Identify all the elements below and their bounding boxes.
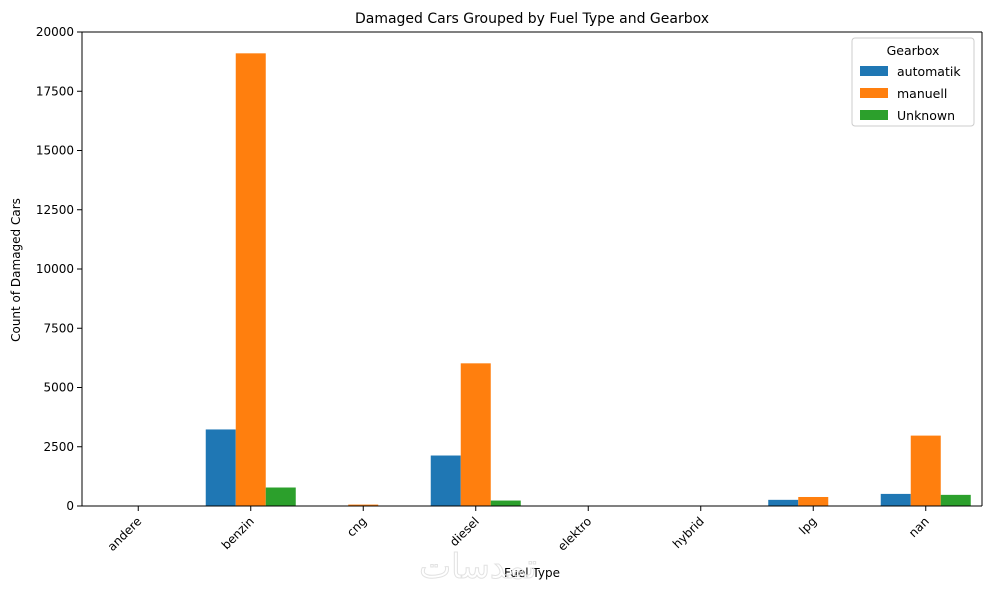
x-tick-label-benzin: benzin <box>219 514 257 552</box>
y-tick-label: 12500 <box>36 203 74 217</box>
y-tick-label: 2500 <box>43 440 74 454</box>
bar-automatik-nan <box>880 493 911 506</box>
legend-swatch-unknown <box>860 110 888 120</box>
y-tick-label: 10000 <box>36 262 74 276</box>
bar-manuell-benzin <box>235 53 266 506</box>
bar-manuell-lpg <box>798 496 829 506</box>
x-axis-label: Fuel Type <box>504 566 560 580</box>
legend-label-manuell: manuell <box>897 86 947 101</box>
bar-manuell-cng <box>348 504 379 506</box>
y-tick-label: 0 <box>66 499 74 513</box>
y-tick-label: 15000 <box>36 144 74 158</box>
bar-automatik-benzin <box>205 429 236 506</box>
legend-label-unknown: Unknown <box>897 108 955 123</box>
bar-unknown-diesel <box>490 500 521 506</box>
chart-title: Damaged Cars Grouped by Fuel Type and Ge… <box>355 11 709 27</box>
y-tick-label: 17500 <box>36 84 74 98</box>
x-tick-label-andere: andere <box>105 514 145 554</box>
bar-automatik-lpg <box>768 499 799 506</box>
bar-manuell-diesel <box>460 363 491 506</box>
y-tick-label: 5000 <box>43 381 74 395</box>
y-tick-label: 7500 <box>43 321 74 335</box>
legend-label-automatik: automatik <box>897 64 961 79</box>
y-tick-label: 20000 <box>36 25 74 39</box>
legend-swatch-manuell <box>860 88 888 98</box>
x-tick-label-diesel: diesel <box>447 514 482 549</box>
x-tick-label-nan: nan <box>906 514 932 540</box>
plot-area: 0 2500 5000 7500 10000 12500 15000 17500 20000 an… <box>36 25 983 554</box>
bar-unknown-nan <box>940 494 971 506</box>
bar-manuell-nan <box>910 435 941 506</box>
x-tick-label-hybrid: hybrid <box>670 514 707 551</box>
watermark: تمدسات <box>419 547 537 587</box>
y-axis-label: Count of Damaged Cars <box>9 198 23 342</box>
legend-title: Gearbox <box>887 43 940 58</box>
legend-box <box>851 37 975 127</box>
x-tick-label-cng: cng <box>344 514 369 539</box>
x-tick-label-elektro: elektro <box>555 514 594 553</box>
bar-unknown-benzin <box>265 487 296 506</box>
legend: Gearbox automatik manuell Unknown <box>851 37 975 127</box>
x-tick-label-lpg: lpg <box>796 514 819 537</box>
legend-swatch-automatik <box>860 66 888 76</box>
bar-automatik-diesel <box>430 455 461 506</box>
